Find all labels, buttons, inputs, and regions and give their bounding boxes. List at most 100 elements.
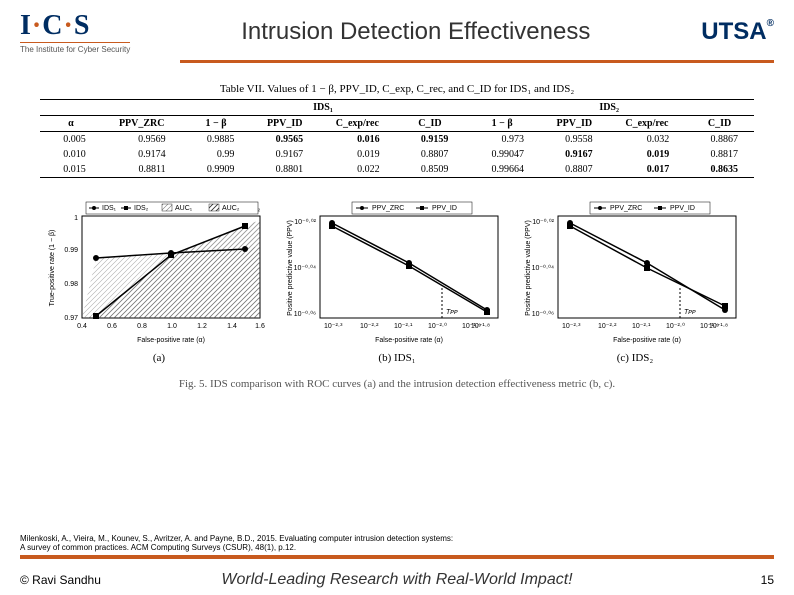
th-col: C_ID — [396, 116, 465, 132]
th-col: 1 − β — [464, 116, 540, 132]
th-group-ids1: IDS₁ — [182, 100, 465, 116]
table-cell: 0.015 — [40, 162, 102, 178]
chart-b-svg: Tᴘᴘ 10⁻²·³10⁻²·²10⁻²·¹10⁻²·⁰10⁻¹·⁹10⁻¹·⁸… — [282, 198, 512, 348]
table-row: 0.0150.88110.99090.88010.0220.85090.9966… — [40, 162, 754, 178]
svg-text:PPV_ID: PPV_ID — [670, 205, 695, 212]
table-caption: Table VII. Values of 1 − β, PPV_ID, C_ex… — [40, 83, 754, 95]
ics-logo-sub: The Institute for Cyber Security — [20, 42, 130, 54]
ics-letter-i: I — [20, 10, 32, 41]
chart-c: Tᴘᴘ 10⁻²·³10⁻²·²10⁻²·¹10⁻²·⁰10⁻¹·⁹10⁻¹·⁸… — [520, 198, 750, 364]
table-cell: 0.9565 — [250, 132, 319, 148]
svg-text:10⁻²·³: 10⁻²·³ — [324, 323, 343, 330]
th-col: PPV_ID — [540, 116, 609, 132]
th-blank — [102, 100, 182, 116]
chart-b-ylabel: Positive predictive value (PPV) — [287, 220, 294, 316]
svg-text:10⁻²·²: 10⁻²·² — [598, 323, 617, 330]
svg-text:10⁻²·⁰: 10⁻²·⁰ — [666, 322, 685, 330]
svg-text:10⁻²·³: 10⁻²·³ — [562, 323, 581, 330]
svg-text:1.6: 1.6 — [255, 323, 265, 330]
content: Table VII. Values of 1 − β, PPV_ID, C_ex… — [0, 63, 794, 390]
table-cell: 0.9909 — [182, 162, 251, 178]
chart-b: Tᴘᴘ 10⁻²·³10⁻²·²10⁻²·¹10⁻²·⁰10⁻¹·⁹10⁻¹·⁸… — [282, 198, 512, 364]
svg-text:1.0: 1.0 — [167, 323, 177, 330]
table-cell: 0.8807 — [396, 147, 465, 162]
charts-row: 0.40.60.81.01.21.41.6 ×10⁻² 0.970.980.99… — [40, 198, 754, 364]
svg-text:10⁻¹·⁸: 10⁻¹·⁸ — [471, 323, 490, 330]
footer-tagline: World-Leading Research with Real-World I… — [221, 571, 572, 589]
table-cell: 0.010 — [40, 147, 102, 162]
table-cell: 0.8817 — [685, 147, 754, 162]
chart-b-xlabel: False-positive rate (α) — [375, 337, 443, 344]
th-col: C_exp/rec — [319, 116, 396, 132]
svg-text:IDS₂: IDS₂ — [134, 205, 149, 212]
svg-text:10⁻²·²: 10⁻²·² — [360, 323, 379, 330]
table-cell: 0.99047 — [464, 147, 540, 162]
table-cell: 0.032 — [609, 132, 686, 148]
th-col: α — [40, 116, 102, 132]
svg-text:1.2: 1.2 — [197, 323, 207, 330]
table-cell: 0.9167 — [540, 147, 609, 162]
ics-letter-s: S — [74, 10, 91, 41]
table-cell: 0.005 — [40, 132, 102, 148]
table-cell: 0.8811 — [102, 162, 182, 178]
ics-logo: I·C·S The Institute for Cyber Security — [20, 10, 130, 54]
table-cell: 0.973 — [464, 132, 540, 148]
svg-text:10⁻⁰·⁰⁴: 10⁻⁰·⁰⁴ — [532, 264, 554, 272]
citation-line1: Milenkoski, A., Vieira, M., Kounev, S., … — [20, 534, 774, 544]
footer-copyright: © Ravi Sandhu — [20, 573, 101, 587]
dot-icon: · — [32, 10, 42, 41]
table-cell: 0.019 — [609, 147, 686, 162]
svg-text:0.4: 0.4 — [77, 323, 87, 330]
page-title: Intrusion Detection Effectiveness — [140, 18, 691, 46]
svg-text:AUC₁: AUC₁ — [175, 205, 193, 212]
svg-text:10⁻²·¹: 10⁻²·¹ — [394, 323, 413, 330]
table-cell: 0.8509 — [396, 162, 465, 178]
chart-a-xlabel: False-positive rate (α) — [137, 337, 205, 344]
footer-rule — [20, 555, 774, 559]
chart-c-svg: Tᴘᴘ 10⁻²·³10⁻²·²10⁻²·¹10⁻²·⁰10⁻¹·⁹10⁻¹·⁸… — [520, 198, 750, 348]
svg-text:IDS₁: IDS₁ — [102, 205, 117, 212]
svg-text:0.99: 0.99 — [64, 247, 78, 254]
footer: © Ravi Sandhu World-Leading Research wit… — [20, 573, 774, 587]
table-cell: 0.9558 — [540, 132, 609, 148]
registered-icon: ® — [767, 18, 774, 29]
table-row: 0.0100.91740.990.91670.0190.88070.990470… — [40, 147, 754, 162]
chart-b-sublabel: (b) IDS₁ — [282, 352, 512, 364]
svg-text:PPV_ZRC: PPV_ZRC — [372, 205, 404, 212]
svg-text:Tᴘᴘ: Tᴘᴘ — [446, 309, 458, 316]
th-col: C_ID — [685, 116, 754, 132]
svg-text:10⁻⁰·⁰²: 10⁻⁰·⁰² — [294, 218, 316, 226]
header: I·C·S The Institute for Cyber Security I… — [0, 0, 794, 54]
table-cell: 0.8867 — [685, 132, 754, 148]
svg-text:PPV_ID: PPV_ID — [432, 205, 457, 212]
th-group-ids2: IDS₂ — [464, 100, 754, 116]
svg-text:10⁻²·¹: 10⁻²·¹ — [632, 323, 651, 330]
svg-text:0.8: 0.8 — [137, 323, 147, 330]
slide-number: 15 — [761, 573, 774, 587]
svg-text:10⁻⁰·⁰²: 10⁻⁰·⁰² — [532, 218, 554, 226]
svg-text:0.97: 0.97 — [64, 315, 78, 322]
svg-text:10⁻⁰·⁰⁴: 10⁻⁰·⁰⁴ — [294, 264, 316, 272]
chart-a-sublabel: (a) — [44, 352, 274, 364]
svg-text:AUC₂: AUC₂ — [222, 205, 240, 212]
citation-line2: A survey of common practices. ACM Comput… — [20, 543, 774, 553]
table-cell: 0.9159 — [396, 132, 465, 148]
svg-text:PPV_ZRC: PPV_ZRC — [610, 205, 642, 212]
svg-text:0.6: 0.6 — [107, 323, 117, 330]
svg-text:10⁻⁰·⁰⁶: 10⁻⁰·⁰⁶ — [294, 310, 316, 318]
table-cell: 0.022 — [319, 162, 396, 178]
svg-text:0.98: 0.98 — [64, 281, 78, 288]
table-cell: 0.9167 — [250, 147, 319, 162]
table-cell: 0.9174 — [102, 147, 182, 162]
citation: Milenkoski, A., Vieira, M., Kounev, S., … — [20, 534, 774, 553]
chart-c-ylabel: Positive predictive value (PPV) — [525, 220, 532, 316]
table-cell: 0.9569 — [102, 132, 182, 148]
svg-text:1.4: 1.4 — [227, 323, 237, 330]
th-col: PPV_ID — [250, 116, 319, 132]
chart-c-xlabel: False-positive rate (α) — [613, 337, 681, 344]
chart-a-ylabel: True-positive rate (1 − β) — [49, 230, 56, 307]
figure-caption: Fig. 5. IDS comparison with ROC curves (… — [40, 378, 754, 390]
table-cell: 0.8801 — [250, 162, 319, 178]
ics-logo-text: I·C·S — [20, 10, 90, 42]
svg-text:10⁻²·⁰: 10⁻²·⁰ — [428, 322, 447, 330]
